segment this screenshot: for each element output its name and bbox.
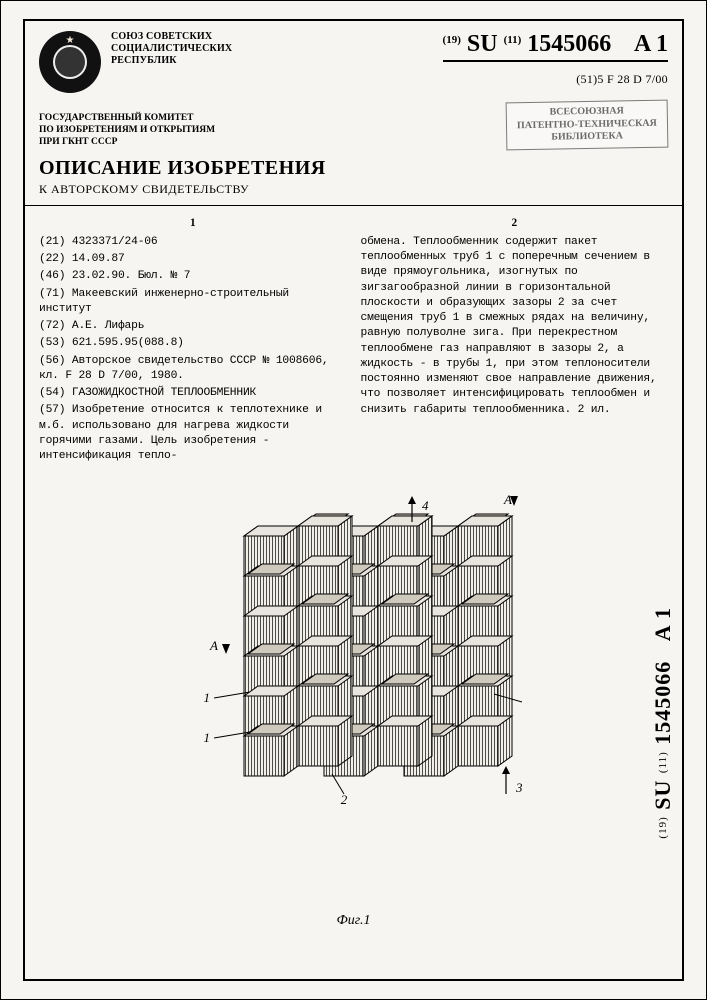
document-number-block: (19) SU (11) 1545066 A 1 (51)5 F 28 D 7/… (408, 31, 668, 93)
svg-text:A: A (209, 638, 218, 653)
field-53: (53) 621.595.95(088.8) (39, 336, 347, 351)
column-1-number: 1 (39, 216, 347, 231)
figure-1-label: Фиг.1 (25, 913, 682, 929)
column-1: 1 (21) 4323371/24-06 (22) 14.09.87 (46) … (39, 216, 347, 467)
field-46: (46) 23.02.90. Бюл. № 7 (39, 269, 347, 284)
agency-line-1: ГОСУДАРСТВЕННЫЙ КОМИТЕТ (39, 113, 215, 125)
stamp-line-2: ПАТЕНТНО-ТЕХНИЧЕСКАЯ (517, 117, 657, 132)
column-2-number: 2 (361, 216, 669, 231)
doc-prefix-11: (11) (504, 34, 522, 46)
svg-text:4: 4 (422, 498, 429, 513)
svg-text:3: 3 (515, 780, 523, 795)
star-icon: ★ (66, 35, 75, 46)
doc-subtitle: К АВТОРСКОМУ СВИДЕТЕЛЬСТВУ (39, 182, 668, 197)
doc-kind: A 1 (634, 31, 668, 57)
side-prefix-19: (19) (657, 817, 669, 839)
field-56: (56) Авторское свидетельство СССР № 1008… (39, 354, 347, 385)
issuer-line-3: РЕСПУБЛИК (111, 55, 398, 67)
column-2: 2 обмена. Теплообменник содержит пакет т… (361, 216, 669, 467)
field-22: (22) 14.09.87 (39, 252, 347, 267)
side-number: 1545066 (650, 661, 675, 745)
agency-line-2: ПО ИЗОБРЕТЕНИЯМ И ОТКРЫТИЯМ (39, 125, 215, 137)
side-su: SU (650, 780, 675, 810)
library-stamp: ВСЕСОЮЗНАЯ ПАТЕНТНО-ТЕХНИЧЕСКАЯ БИБЛИОТЕ… (506, 100, 669, 150)
svg-text:1: 1 (203, 690, 210, 705)
figure-1-diagram: 112234AA (184, 476, 524, 906)
agency-line-3: ПРИ ГКНТ СССР (39, 137, 215, 149)
doc-country: SU (467, 31, 498, 57)
field-57: (57) Изобретение относится к теплотехник… (39, 403, 347, 464)
issuer-line-2: СОЦИАЛИСТИЧЕСКИХ (111, 43, 398, 55)
ussr-emblem: ★ (39, 31, 101, 93)
doc-title: ОПИСАНИЕ ИЗОБРЕТЕНИЯ (39, 157, 668, 180)
issuer-name: СОЮЗ СОВЕТСКИХ СОЦИАЛИСТИЧЕСКИХ РЕСПУБЛИ… (111, 31, 398, 93)
field-21: (21) 4323371/24-06 (39, 235, 347, 250)
issuer-line-1: СОЮЗ СОВЕТСКИХ (111, 31, 398, 43)
doc-prefix-19: (19) (443, 34, 461, 46)
side-doc-number: (19) SU (11) 1545066 A 1 (650, 607, 676, 839)
abstract-continued: обмена. Теплообменник содержит пакет теп… (361, 235, 669, 418)
svg-text:1: 1 (203, 730, 210, 745)
field-54: (54) ГАЗОЖИДКОСТНОЙ ТЕПЛООБМЕННИК (39, 386, 347, 401)
ipc-classification: (51)5 F 28 D 7/00 (408, 72, 668, 87)
abstract-columns: 1 (21) 4323371/24-06 (22) 14.09.87 (46) … (25, 206, 682, 473)
side-prefix-11: (11) (657, 752, 669, 774)
field-71: (71) Макеевский инженерно-строительный и… (39, 287, 347, 318)
svg-text:A: A (503, 492, 512, 507)
doc-number: 1545066 (527, 31, 611, 57)
agency-block: ГОСУДАРСТВЕННЫЙ КОМИТЕТ ПО ИЗОБРЕТЕНИЯМ … (39, 113, 215, 149)
svg-text:2: 2 (340, 792, 347, 807)
side-kind: A 1 (650, 607, 675, 641)
stamp-line-3: БИБЛИОТЕКА (517, 130, 657, 145)
globe-icon (53, 45, 87, 79)
field-72: (72) А.Е. Лифарь (39, 319, 347, 334)
